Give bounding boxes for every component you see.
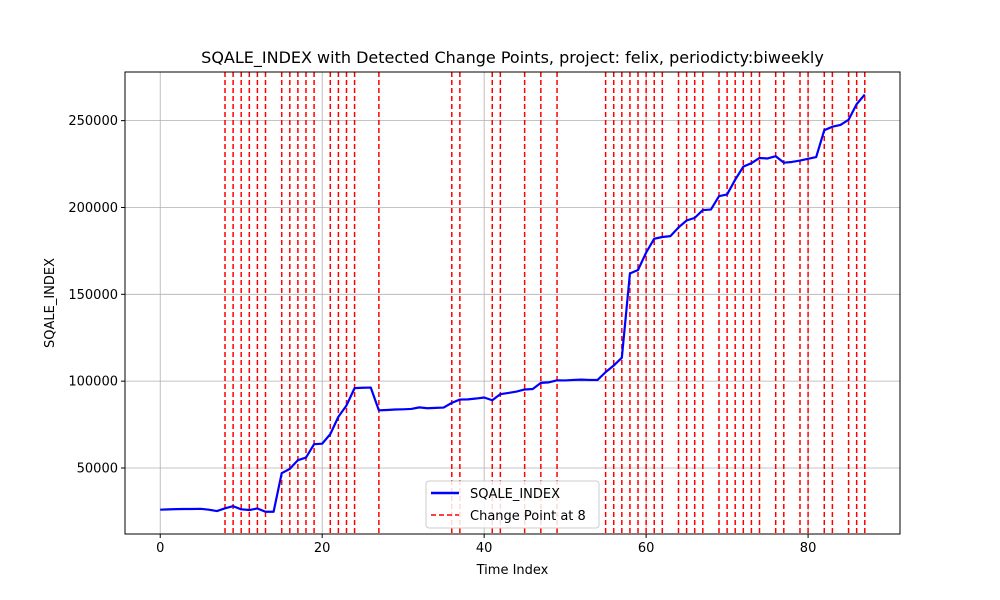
chart-title: SQALE_INDEX with Detected Change Points,…: [201, 48, 824, 68]
legend-label-change-point: Change Point at 8: [470, 509, 586, 524]
series-layer: [160, 93, 866, 513]
y-axis-label: SQALE_INDEX: [43, 258, 58, 348]
legend: SQALE_INDEX Change Point at 8: [425, 480, 600, 529]
change-point-lines: [224, 72, 866, 534]
y-tick-label: 250000: [68, 114, 118, 129]
x-tick-label: 0: [156, 541, 164, 556]
legend-label-sqale-index: SQALE_INDEX: [470, 487, 560, 502]
grid: [125, 72, 900, 534]
y-tick-label: 100000: [68, 375, 118, 390]
x-axis-label: Time Index: [476, 563, 549, 578]
series-line-sqale-index: [160, 93, 866, 513]
y-tick-label: 50000: [77, 462, 118, 477]
plot-frame: [124, 71, 901, 535]
y-tick-label: 200000: [68, 201, 118, 216]
x-tick-label: 40: [476, 541, 493, 556]
legend-box: [425, 480, 600, 529]
x-tick-label: 60: [638, 541, 655, 556]
y-ticks: 50000 100000 150000 200000 250000: [68, 114, 125, 477]
x-tick-label: 80: [800, 541, 817, 556]
x-tick-label: 20: [314, 541, 331, 556]
y-tick-label: 150000: [68, 288, 118, 303]
x-ticks: 0 20 40 60 80: [156, 534, 816, 556]
